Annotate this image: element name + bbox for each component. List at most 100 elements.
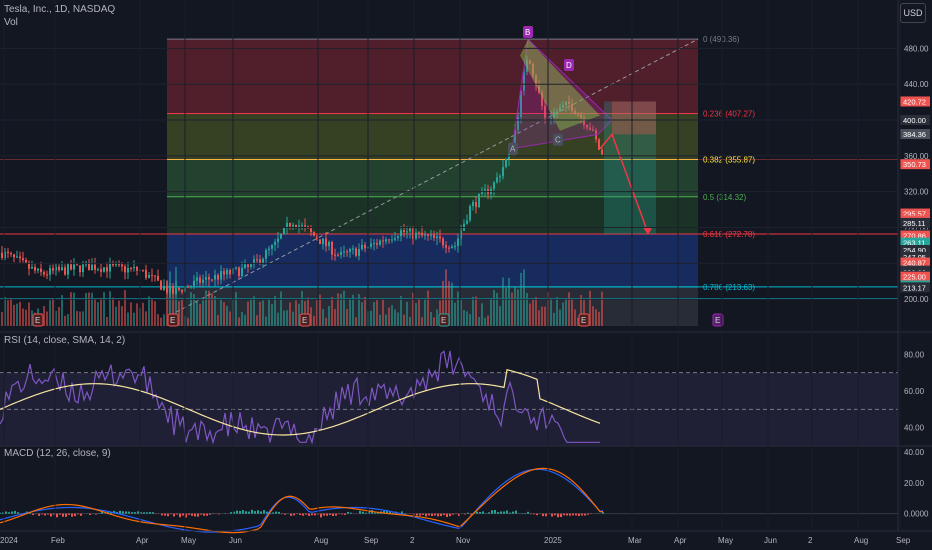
macd-histogram-bar <box>314 513 316 516</box>
macd-histogram-bar <box>368 510 370 514</box>
candle-body <box>457 238 459 247</box>
candle-body <box>523 71 525 91</box>
candle-body <box>262 258 264 264</box>
volume-bar <box>88 292 90 326</box>
volume-bar <box>427 290 429 326</box>
volume-bar <box>538 310 540 326</box>
macd-histogram-bar <box>8 512 10 514</box>
macd-histogram-bar <box>188 513 190 515</box>
volume-bar <box>22 308 24 326</box>
candle-body <box>7 251 9 254</box>
macd-pane[interactable] <box>0 467 898 534</box>
volume-bar <box>559 309 561 326</box>
candle-body <box>10 253 12 255</box>
earnings-marker-label: E <box>302 316 307 325</box>
currency-button[interactable]: USD <box>900 3 926 23</box>
candle-body <box>58 266 60 271</box>
volume-bar <box>271 303 273 326</box>
candle-body <box>427 234 429 236</box>
candle-body <box>100 269 102 272</box>
volume-bar <box>160 317 162 326</box>
macd-histogram-bar <box>341 513 343 515</box>
volume-bar <box>229 311 231 326</box>
macd-histogram-bar <box>581 513 583 516</box>
candle-body <box>562 105 564 108</box>
macd-histogram-bar <box>479 512 481 514</box>
macd-histogram-bar <box>401 511 403 514</box>
volume-bar <box>130 302 132 326</box>
rsi-ma-line <box>0 369 601 436</box>
projection-arrow-head <box>643 227 652 235</box>
macd-histogram-bar <box>164 513 166 516</box>
volume-bar <box>166 280 168 326</box>
volume-bar <box>301 290 303 326</box>
volume-bar <box>337 293 339 326</box>
volume-bar <box>556 297 558 326</box>
volume-bar <box>289 302 291 326</box>
volume-bar <box>517 289 519 326</box>
macd-histogram-bar <box>200 513 202 515</box>
candle-body <box>253 259 255 265</box>
macd-histogram-bar <box>416 513 418 516</box>
volume-bar <box>481 303 483 326</box>
candle-body <box>265 250 267 259</box>
candle-body <box>97 269 99 271</box>
volume-bar <box>202 300 204 326</box>
candle-body <box>115 264 117 266</box>
candle-body <box>460 230 462 239</box>
volume-bar <box>25 309 27 326</box>
macd-histogram-bar <box>491 510 493 514</box>
volume-bar <box>478 316 480 326</box>
macd-histogram-bar <box>512 511 514 514</box>
macd-histogram-bar <box>293 513 295 516</box>
candle-body <box>271 244 273 249</box>
price-label-badge <box>900 115 930 126</box>
macd-histogram-bar <box>143 512 145 514</box>
macd-histogram-bar <box>239 511 241 514</box>
macd-histogram-bar <box>569 513 571 516</box>
candle-body <box>154 275 156 277</box>
candle-body <box>424 234 426 236</box>
candle-body <box>385 239 387 242</box>
macd-histogram-bar <box>95 513 97 515</box>
pattern-point-label: D <box>566 61 572 70</box>
candle-body <box>454 246 456 248</box>
macd-histogram-bar <box>560 513 562 518</box>
macd-histogram-bar <box>383 510 385 514</box>
candle-body <box>442 238 444 246</box>
price-label-badge <box>900 217 930 228</box>
macd-histogram-bar <box>134 512 136 514</box>
volume-bar <box>406 301 408 326</box>
candle-body <box>397 236 399 238</box>
macd-histogram-bar <box>494 509 496 514</box>
candle-body <box>187 286 189 288</box>
candle-body <box>343 251 345 253</box>
volume-bar <box>151 298 153 326</box>
macd-histogram-bar <box>47 513 49 515</box>
volume-bar <box>64 315 66 326</box>
volume-bar <box>46 311 48 326</box>
price-label-text: 270.86 <box>903 232 926 241</box>
volume-bar <box>535 296 537 326</box>
price-pane[interactable]: 0 (490.36) 0.236 (407.27) 0.382 (355.87) 0.… <box>0 26 898 327</box>
macd-histogram-bar <box>278 511 280 514</box>
candle-body <box>91 264 93 271</box>
volume-bar <box>490 299 492 326</box>
macd-histogram-bar <box>584 513 586 516</box>
volume-bar <box>244 314 246 326</box>
pattern-fill <box>520 39 600 131</box>
rsi-pane[interactable] <box>0 350 898 447</box>
candle-body <box>247 264 249 267</box>
candle-body <box>34 267 36 271</box>
volume-bar <box>346 308 348 326</box>
volume-bar <box>580 295 582 326</box>
time-axis-label: Mar <box>628 536 642 545</box>
volume-label: Vol <box>4 17 18 28</box>
candle-body <box>235 267 237 269</box>
candle-body <box>199 277 201 283</box>
volume-bar <box>79 311 81 326</box>
candle-body <box>475 201 477 207</box>
volume-bar <box>208 290 210 326</box>
candle-body <box>415 232 417 239</box>
